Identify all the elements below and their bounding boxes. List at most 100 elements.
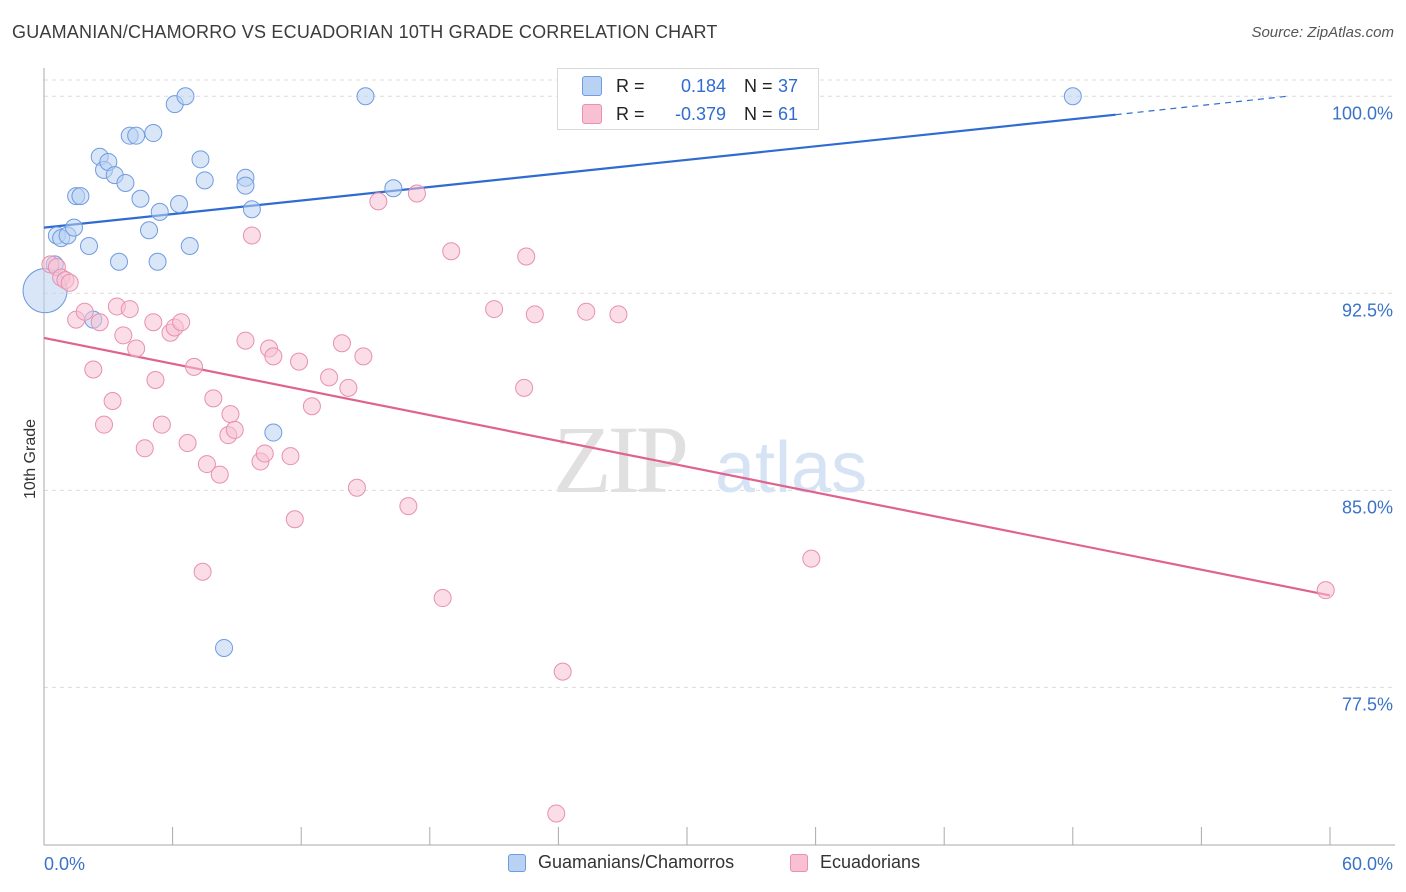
- y-tick-label: 77.5%: [1342, 694, 1393, 714]
- point-ecuadorian: [120, 300, 139, 319]
- watermark-zip: ZIP: [553, 406, 686, 513]
- source-label: Source: ZipAtlas.com: [1251, 24, 1394, 41]
- point-guamanian: [170, 194, 189, 213]
- n-label: N =: [744, 103, 773, 124]
- trend-line-guamanian: [43, 113, 1116, 229]
- r-label: R =: [616, 103, 645, 124]
- y-axis-label-wrap: 10th Grade: [16, 380, 40, 540]
- point-ecuadorian: [114, 326, 133, 345]
- trend-line-guamanian-extension: [1115, 95, 1288, 116]
- trend-lines: [43, 95, 1331, 597]
- point-guamanian: [191, 150, 210, 169]
- n-label: N =: [744, 75, 773, 96]
- point-ecuadorian: [242, 226, 261, 245]
- watermark-atlas: atlas: [715, 428, 867, 508]
- point-ecuadorian: [172, 313, 191, 332]
- point-ecuadorian: [485, 300, 504, 319]
- chart-title: GUAMANIAN/CHAMORRO VS ECUADORIAN 10TH GR…: [12, 22, 718, 42]
- point-guamanian: [150, 202, 169, 221]
- point-guamanian: [80, 237, 99, 256]
- ecuadorian-legend-swatch: [790, 853, 808, 872]
- point-guamanian: [148, 252, 167, 271]
- stats-row-ecuadorian: R = -0.379 N = 61: [582, 102, 798, 126]
- r-value: -0.379: [674, 103, 726, 124]
- point-ecuadorian: [609, 305, 628, 324]
- axes: [43, 68, 1395, 846]
- point-ecuadorian: [320, 368, 339, 387]
- point-guamanian: [180, 237, 199, 256]
- point-ecuadorian: [515, 378, 534, 397]
- point-ecuadorian: [547, 804, 566, 823]
- legend-label-guamanian: Guamanians/Chamorros: [538, 852, 735, 872]
- point-ecuadorian: [95, 415, 114, 434]
- point-ecuadorian: [553, 662, 572, 681]
- r-value: 0.184: [680, 75, 726, 96]
- point-ecuadorian: [144, 313, 163, 332]
- point-guamanian: [71, 187, 90, 206]
- point-ecuadorian: [146, 371, 165, 389]
- point-guamanian: [127, 126, 146, 145]
- point-ecuadorian: [347, 478, 366, 497]
- point-ecuadorian: [185, 357, 204, 376]
- point-ecuadorian: [802, 549, 821, 568]
- point-guamanian: [215, 638, 234, 657]
- data-points: [22, 87, 1335, 823]
- point-ecuadorian: [193, 562, 212, 581]
- legend-item-guamanian[interactable]: Guamanians/Chamorros: [508, 852, 734, 873]
- n-value: 61: [778, 103, 799, 124]
- point-ecuadorian: [225, 420, 244, 439]
- point-ecuadorian: [577, 302, 596, 321]
- point-ecuadorian: [135, 439, 154, 458]
- trend-line-ecuadorian: [43, 336, 1331, 597]
- point-ecuadorian: [407, 184, 426, 203]
- point-guamanian: [65, 218, 84, 237]
- point-guamanian: [144, 124, 163, 143]
- point-ecuadorian: [525, 305, 544, 324]
- point-ecuadorian: [210, 465, 229, 484]
- point-ecuadorian: [399, 497, 418, 516]
- point-ecuadorian: [221, 405, 240, 424]
- x-tick-label: 0.0%: [44, 854, 85, 874]
- point-ecuadorian: [90, 313, 109, 332]
- point-ecuadorian: [285, 510, 304, 529]
- guamanian-swatch: [582, 76, 602, 96]
- point-guamanian: [1063, 87, 1082, 106]
- y-tick-label: 92.5%: [1342, 300, 1393, 320]
- legend-label-ecuadorian: Ecuadorians: [820, 852, 921, 872]
- bottom-legend: Guamanians/Chamorros Ecuadorians: [0, 850, 1406, 878]
- point-guamanian: [131, 189, 150, 208]
- point-ecuadorian: [178, 434, 197, 453]
- point-ecuadorian: [204, 389, 223, 408]
- point-ecuadorian: [369, 192, 388, 211]
- point-guamanian: [236, 176, 255, 195]
- point-guamanian: [242, 200, 261, 219]
- y-tick-label: 100.0%: [1332, 103, 1393, 123]
- point-ecuadorian: [290, 352, 309, 371]
- point-ecuadorian: [339, 378, 358, 397]
- point-ecuadorian: [264, 347, 283, 366]
- point-ecuadorian: [75, 302, 94, 321]
- point-ecuadorian: [103, 392, 122, 411]
- point-guamanian: [356, 87, 375, 106]
- x-tick-label: 60.0%: [1342, 854, 1393, 874]
- point-guamanian: [116, 173, 135, 192]
- point-guamanian: [110, 252, 129, 271]
- point-ecuadorian: [60, 273, 79, 292]
- legend-item-ecuadorian[interactable]: Ecuadorians: [790, 852, 920, 873]
- n-value: 37: [778, 75, 799, 96]
- point-ecuadorian: [127, 339, 146, 358]
- point-ecuadorian: [332, 334, 351, 353]
- point-guamanian: [195, 171, 214, 190]
- point-ecuadorian: [433, 589, 452, 608]
- point-ecuadorian: [236, 331, 255, 350]
- y-axis-label: 10th Grade: [22, 418, 39, 500]
- y-tick-label: 85.0%: [1342, 497, 1393, 517]
- r-label: R =: [616, 75, 645, 96]
- point-guamanian: [384, 179, 403, 198]
- watermark: ZIP atlas: [553, 406, 867, 513]
- point-guamanian: [176, 87, 195, 106]
- ecuadorian-swatch: [582, 104, 602, 124]
- point-ecuadorian: [84, 360, 103, 379]
- point-ecuadorian: [1316, 581, 1335, 600]
